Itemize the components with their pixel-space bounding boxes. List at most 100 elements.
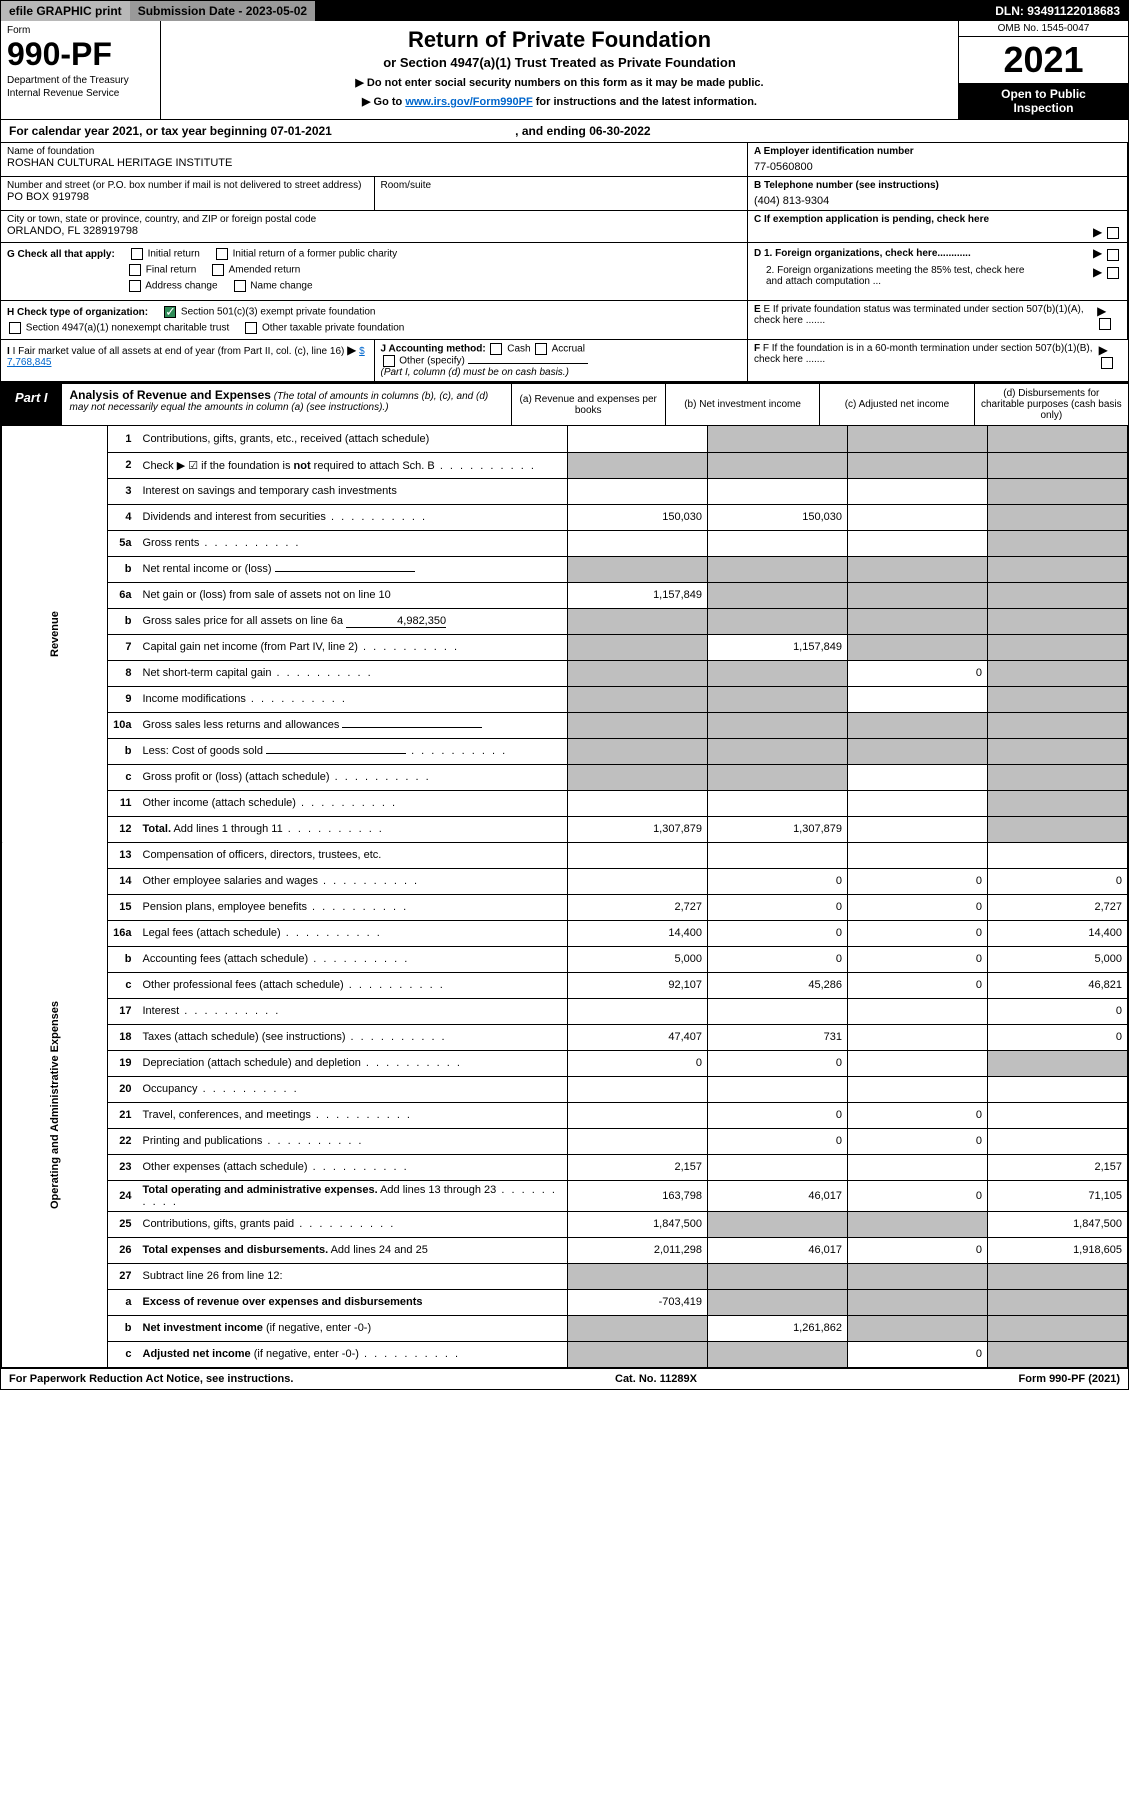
amount-cell: 0 xyxy=(848,1102,988,1128)
amount-cell: 5,000 xyxy=(988,946,1128,972)
row-number: 4 xyxy=(108,504,138,530)
form-header: Form 990-PF Department of the Treasury I… xyxy=(1,21,1128,120)
table-row: aExcess of revenue over expenses and dis… xyxy=(2,1289,1128,1315)
shaded-cell xyxy=(708,582,848,608)
table-row: cAdjusted net income (if negative, enter… xyxy=(2,1341,1128,1367)
irs-link[interactable]: www.irs.gov/Form990PF xyxy=(405,96,532,108)
shaded-cell xyxy=(988,1289,1128,1315)
g-initial-former-checkbox[interactable] xyxy=(216,248,228,260)
amount-cell: 150,030 xyxy=(708,504,848,530)
j-accrual-checkbox[interactable] xyxy=(535,343,547,355)
side-label: Revenue xyxy=(2,426,108,842)
header-left: Form 990-PF Department of the Treasury I… xyxy=(1,21,161,119)
shaded-cell xyxy=(568,556,708,582)
g-final-checkbox[interactable] xyxy=(129,264,141,276)
goto-post: for instructions and the latest informat… xyxy=(533,96,757,108)
shaded-cell xyxy=(988,1315,1128,1341)
shaded-cell xyxy=(708,660,848,686)
row-label: Subtract line 26 from line 12: xyxy=(138,1263,568,1289)
h-4947-checkbox[interactable] xyxy=(9,322,21,334)
arrow-icon: ▶ xyxy=(1099,343,1108,357)
amount-cell: 1,307,879 xyxy=(708,816,848,842)
shaded-cell xyxy=(568,686,708,712)
amount-cell xyxy=(568,1102,708,1128)
amount-cell: 0 xyxy=(988,1024,1128,1050)
row-label: Occupancy xyxy=(138,1076,568,1102)
street-label: Number and street (or P.O. box number if… xyxy=(7,180,368,191)
open-line2: Inspection xyxy=(963,101,1124,115)
amount-cell: 14,400 xyxy=(568,920,708,946)
c-checkbox[interactable] xyxy=(1107,227,1119,239)
table-row: 4Dividends and interest from securities1… xyxy=(2,504,1128,530)
row-number: 24 xyxy=(108,1180,138,1211)
shaded-cell xyxy=(848,1315,988,1341)
amount-cell: 47,407 xyxy=(568,1024,708,1050)
h-other-label: Other taxable private foundation xyxy=(262,323,404,334)
j-cash-checkbox[interactable] xyxy=(490,343,502,355)
g-amended-label: Amended return xyxy=(229,265,301,276)
amount-cell: 0 xyxy=(848,1237,988,1263)
row-label: Travel, conferences, and meetings xyxy=(138,1102,568,1128)
g-name-checkbox[interactable] xyxy=(234,280,246,292)
info-grid: Name of foundation ROSHAN CULTURAL HERIT… xyxy=(1,143,1128,382)
row-number: 25 xyxy=(108,1211,138,1237)
row-number: 22 xyxy=(108,1128,138,1154)
col-c-header: (c) Adjusted net income xyxy=(820,384,974,425)
row-number: c xyxy=(108,764,138,790)
shaded-cell xyxy=(708,608,848,634)
row-label: Dividends and interest from securities xyxy=(138,504,568,530)
row-label: Adjusted net income (if negative, enter … xyxy=(138,1341,568,1367)
shaded-cell xyxy=(708,1289,848,1315)
ein-value: 77-0560800 xyxy=(754,161,1121,173)
row-label: Other professional fees (attach schedule… xyxy=(138,972,568,998)
dln-label: DLN: 93491122018683 xyxy=(987,1,1128,21)
j-cash-label: Cash xyxy=(507,344,530,355)
open-line1: Open to Public xyxy=(963,87,1124,101)
row-label: Gross sales less returns and allowances xyxy=(138,712,568,738)
amount-cell xyxy=(848,1024,988,1050)
amount-cell: 0 xyxy=(988,868,1128,894)
row-label: Total expenses and disbursements. Add li… xyxy=(138,1237,568,1263)
table-row: 10aGross sales less returns and allowanc… xyxy=(2,712,1128,738)
amount-cell xyxy=(568,1076,708,1102)
amount-cell: 0 xyxy=(708,894,848,920)
d2-checkbox[interactable] xyxy=(1107,267,1119,279)
amount-cell: 0 xyxy=(848,868,988,894)
amount-cell: 0 xyxy=(848,946,988,972)
shaded-cell xyxy=(988,660,1128,686)
amount-cell xyxy=(988,1102,1128,1128)
amount-cell: 46,017 xyxy=(708,1180,848,1211)
row-number: 10a xyxy=(108,712,138,738)
h-other-checkbox[interactable] xyxy=(245,322,257,334)
shaded-cell xyxy=(568,712,708,738)
calendar-year-line: For calendar year 2021, or tax year begi… xyxy=(1,120,1128,143)
row-label: Interest on savings and temporary cash i… xyxy=(138,478,568,504)
g-initial-checkbox[interactable] xyxy=(131,248,143,260)
shaded-cell xyxy=(848,556,988,582)
g-amended-checkbox[interactable] xyxy=(212,264,224,276)
table-row: 7Capital gain net income (from Part IV, … xyxy=(2,634,1128,660)
shaded-cell xyxy=(988,686,1128,712)
row-number: b xyxy=(108,738,138,764)
j-other-checkbox[interactable] xyxy=(383,355,395,367)
street-value: PO BOX 919798 xyxy=(7,191,368,203)
footer-left: For Paperwork Reduction Act Notice, see … xyxy=(9,1373,293,1385)
row-number: c xyxy=(108,972,138,998)
shaded-cell xyxy=(848,452,988,478)
e-checkbox[interactable] xyxy=(1099,318,1111,330)
calyear-mid: , and ending xyxy=(512,124,589,138)
city-value: ORLANDO, FL 328919798 xyxy=(7,225,741,237)
f-checkbox[interactable] xyxy=(1101,357,1113,369)
row-label: Total. Add lines 1 through 11 xyxy=(138,816,568,842)
row-number: c xyxy=(108,1341,138,1367)
table-row: 19Depreciation (attach schedule) and dep… xyxy=(2,1050,1128,1076)
h-501c3-checkbox[interactable] xyxy=(164,306,176,318)
d1-checkbox[interactable] xyxy=(1107,249,1119,261)
row-number: 16a xyxy=(108,920,138,946)
amount-cell: 2,727 xyxy=(568,894,708,920)
shaded-cell xyxy=(708,452,848,478)
g-addr-checkbox[interactable] xyxy=(129,280,141,292)
amount-cell: 150,030 xyxy=(568,504,708,530)
amount-cell: 2,157 xyxy=(988,1154,1128,1180)
shaded-cell xyxy=(708,764,848,790)
